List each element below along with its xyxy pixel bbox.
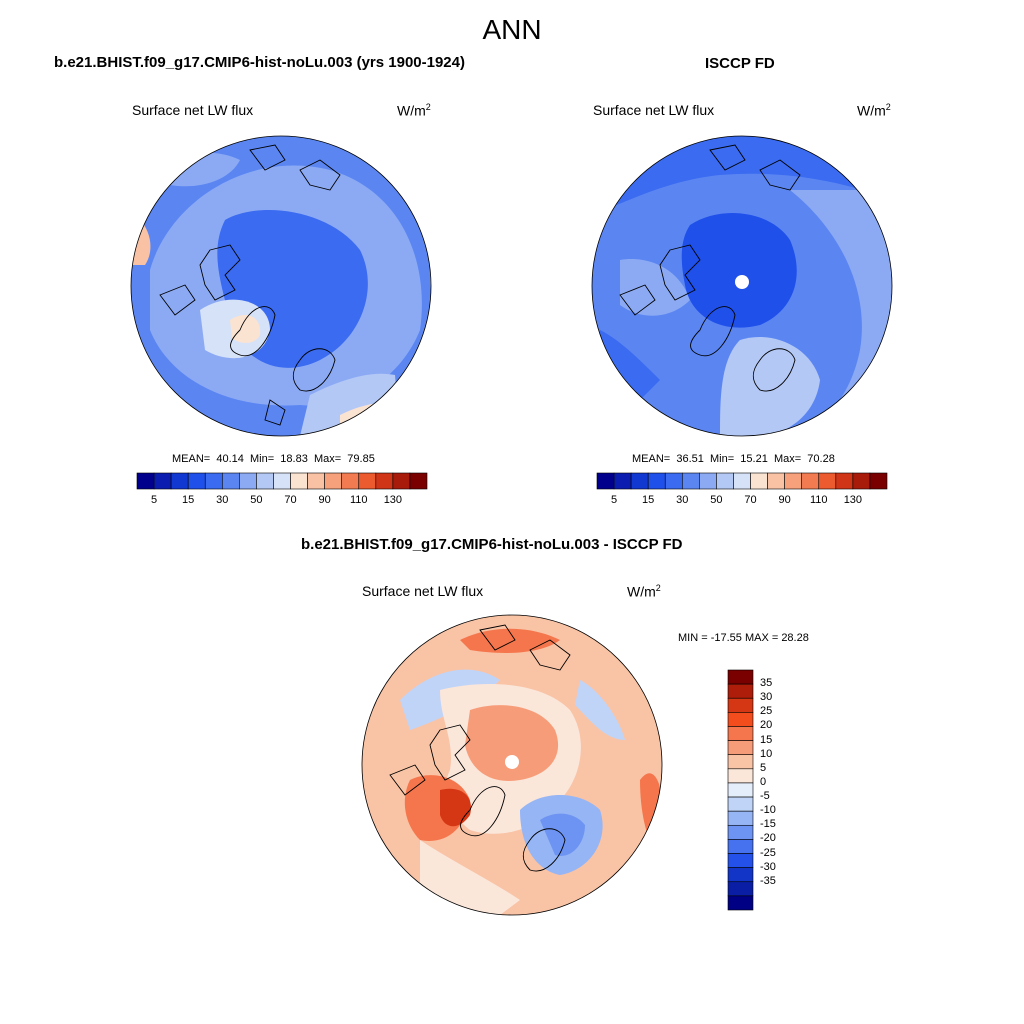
panel3-colorbar-ticks: 35 30 25 20 15 10 5 0 -5 -10 -15 -20 -25 -30 -35 — [760, 670, 800, 910]
panel1-colorbar-tick-label: 90 — [318, 494, 331, 506]
panel1-colorbar — [136, 472, 428, 490]
panel3-colorbar-tick-label: 35 — [760, 677, 773, 690]
panel3-colorbar-tick-label: 15 — [760, 733, 773, 746]
panel1-colorbar-tick-label: 30 — [216, 494, 229, 506]
panel3-colorbar-tick-label: -35 — [760, 874, 776, 887]
panel1-units: W/m2 — [397, 102, 431, 119]
panel2-title: ISCCP FD — [705, 55, 775, 72]
panel3-colorbar-bin — [727, 824, 754, 840]
panel2-colorbar-bin — [869, 472, 888, 490]
panel3-colorbar-bin — [727, 867, 754, 883]
panel3-title: b.e21.BHIST.f09_g17.CMIP6-hist-noLu.003 … — [301, 536, 683, 553]
panel3-colorbar-tick-label: 10 — [760, 747, 773, 760]
panel2-colorbar-tick-label: 5 — [610, 494, 618, 506]
panel3-variable: Surface net LW flux — [362, 583, 484, 599]
panel2-colorbar-tick-label: 90 — [778, 494, 791, 506]
figure-title: ANN — [482, 14, 542, 45]
panel3-colorbar-bin — [727, 895, 754, 911]
panel1-colorbar-tick-label: 15 — [182, 494, 195, 506]
panel1-colorbar-bin — [409, 472, 428, 490]
panel2-colorbar-tick-label: 30 — [676, 494, 689, 506]
panel3-colorbar-bin — [727, 853, 754, 868]
panel3-colorbar-bin — [727, 782, 754, 798]
panel2-stats: MEAN= 36.51 Min= 15.21 Max= 70.28 — [632, 453, 835, 465]
panel3-colorbar-tick-label: 20 — [760, 719, 773, 732]
panel3-colorbar-bin — [727, 726, 754, 741]
panel1-colorbar-ticks: 5 15 30 50 70 90 110 130 — [137, 494, 427, 508]
panel3-colorbar-tick-label: 25 — [760, 705, 773, 718]
panel1-stats: MEAN= 40.14 Min= 18.83 Max= 79.85 — [172, 453, 375, 465]
panel3-colorbar-tick-label: -15 — [760, 818, 776, 831]
panel3-minmax: MIN = -17.55 MAX = 28.28 — [678, 632, 809, 644]
panel3-colorbar-tick-label: 5 — [760, 761, 767, 774]
panel1-colorbar-tick-label: 50 — [250, 494, 263, 506]
panel3-colorbar-bin — [727, 881, 754, 897]
panel3-colorbar-bin — [727, 768, 754, 784]
panel1-title: b.e21.BHIST.f09_g17.CMIP6-hist-noLu.003 … — [54, 54, 465, 71]
panel2-colorbar-tick-label: 50 — [710, 494, 723, 506]
panel2-colorbar-tick-label: 130 — [843, 494, 863, 506]
panel3-units: W/m2 — [627, 583, 661, 600]
panel2-colorbar-tick-label: 15 — [642, 494, 655, 506]
panel1-colorbar-tick-label: 130 — [383, 494, 403, 506]
panel3-colorbar-bin — [727, 839, 754, 854]
panel2-units: W/m2 — [857, 102, 891, 119]
panel3-colorbar-bin — [727, 712, 754, 727]
panel2-colorbar-ticks: 5 15 30 50 70 90 110 130 — [597, 494, 887, 508]
panel2-colorbar — [596, 472, 888, 490]
panel1-variable: Surface net LW flux — [132, 102, 254, 118]
panel3-colorbar-tick-label: -5 — [760, 790, 770, 803]
panel3-colorbar-bin — [727, 740, 754, 756]
panel3-colorbar-bin — [727, 683, 754, 699]
panel3-colorbar-tick-label: -10 — [760, 804, 776, 817]
panel1-colorbar-tick-label: 70 — [284, 494, 297, 506]
panel3-colorbar-tick-label: -30 — [760, 860, 776, 873]
panel3-colorbar — [727, 669, 754, 911]
panel3-colorbar-tick-label: -20 — [760, 832, 776, 845]
panel2-variable: Surface net LW flux — [593, 102, 715, 118]
panel3-colorbar-bin — [727, 697, 754, 713]
panel2-colorbar-tick-label: 110 — [809, 494, 828, 506]
panel3-colorbar-bin — [727, 810, 754, 826]
panel3-colorbar-bin — [727, 796, 754, 812]
panel3-colorbar-tick-label: -25 — [760, 846, 776, 859]
panel1-colorbar-tick-label: 5 — [150, 494, 158, 506]
panel3-colorbar-tick-label: 0 — [760, 775, 767, 788]
panel3-colorbar-tick-label: 30 — [760, 691, 773, 704]
panel1-colorbar-tick-label: 110 — [349, 494, 368, 506]
panel3-colorbar-bin — [727, 669, 754, 685]
panel2-colorbar-tick-label: 70 — [744, 494, 757, 506]
panel3-colorbar-bin — [727, 754, 754, 770]
